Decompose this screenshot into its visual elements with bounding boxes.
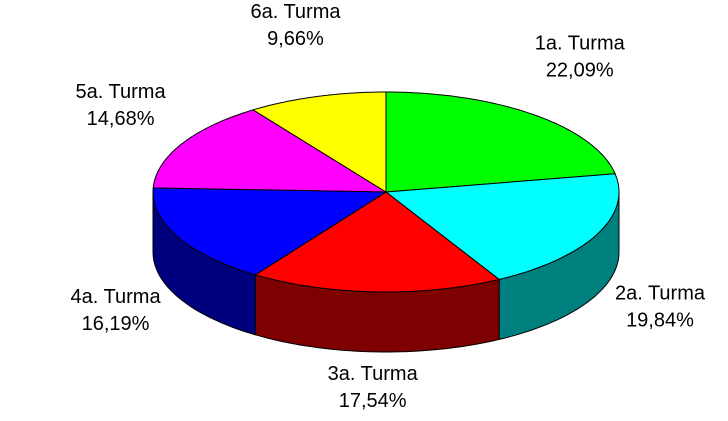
pie-slice [152, 187, 388, 276]
slice-name: 6a. Turma [250, 1, 341, 23]
slice-label: 2a. Turma 19,84% [615, 283, 706, 332]
slice-value: 17,54% [339, 390, 407, 412]
slice-label: 3a. Turma 17,54% [328, 363, 419, 412]
slice-label: 5a. Turma 14,68% [76, 81, 167, 130]
slice-value: 22,09% [546, 59, 614, 81]
slice-name: 3a. Turma [328, 363, 419, 385]
slice-label: 6a. Turma 9,66% [250, 1, 341, 50]
slice-label: 4a. Turma 16,19% [71, 286, 162, 335]
pie-slice [152, 109, 388, 193]
slice-name: 2a. Turma [615, 283, 706, 305]
slice-name: 1a. Turma [535, 32, 626, 54]
pie-slice [385, 91, 616, 193]
pie-slice [384, 173, 620, 280]
slice-value: 14,68% [87, 108, 155, 130]
pie-slice [254, 191, 501, 293]
slice-value: 9,66% [267, 28, 324, 50]
slice-label: 1a. Turma 22,09% [535, 32, 626, 81]
slice-value: 16,19% [82, 313, 150, 335]
slice-name: 4a. Turma [71, 286, 162, 308]
slice-name: 5a. Turma [76, 81, 167, 103]
slice-value: 19,84% [626, 310, 694, 332]
pie-slice [251, 91, 387, 193]
